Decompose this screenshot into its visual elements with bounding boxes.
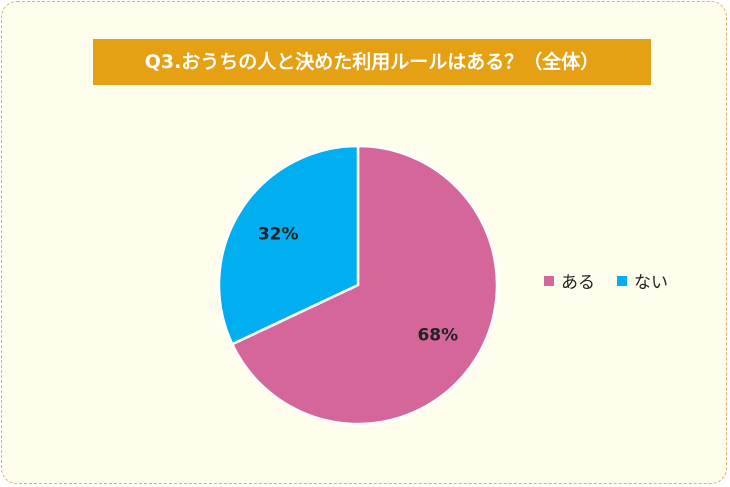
legend-label-aru: ある: [561, 273, 595, 293]
pie-data-label-2: 32%: [258, 224, 299, 244]
legend-swatch-aru: [544, 275, 554, 286]
pie-slice-1: [230, 144, 499, 426]
legend-item-nai: ない: [617, 268, 668, 293]
legend-swatch-nai: [617, 275, 627, 286]
legend-item-aru: ある: [544, 268, 595, 293]
chart-title: Q3.おうちの人と決めた利用ルールはある？（全体）: [93, 39, 651, 85]
legend: ある ない: [544, 268, 690, 293]
pie-slice-2: [217, 144, 360, 346]
pie-data-label-1: 68%: [417, 326, 458, 346]
legend-label-nai: ない: [634, 273, 668, 293]
